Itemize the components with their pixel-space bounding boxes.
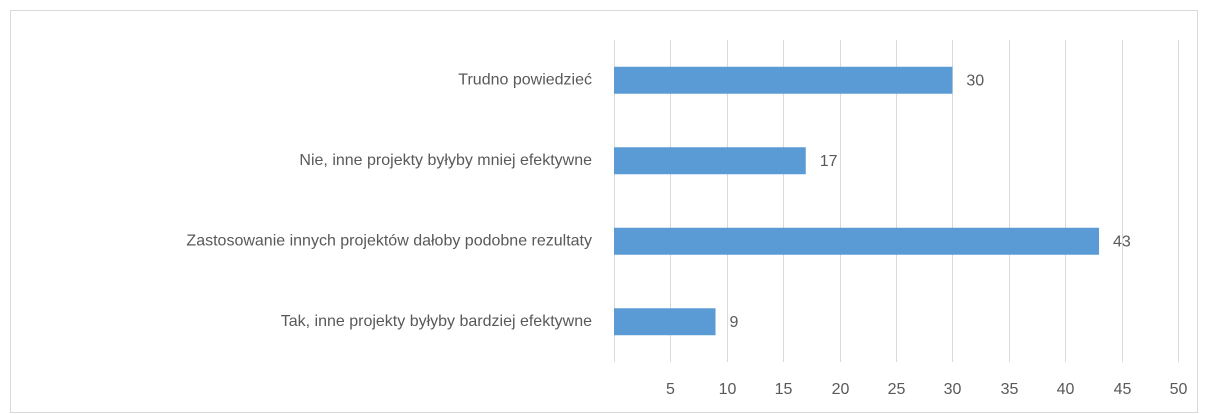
- bar: [614, 308, 716, 336]
- x-tick-label: 10: [719, 381, 737, 398]
- x-tick-label: 45: [1114, 381, 1132, 398]
- x-tick-label: 50: [1170, 381, 1188, 398]
- x-tick-label: 15: [775, 381, 793, 398]
- bar: [614, 66, 953, 94]
- x-tick-label: 25: [888, 381, 906, 398]
- bar: [614, 147, 806, 175]
- y-tick-label: Tak, inne projekty byłyby bardziej efekt…: [281, 313, 592, 330]
- data-label: 43: [1113, 233, 1131, 250]
- x-tick-label: 20: [832, 381, 850, 398]
- y-tick-label: Trudno powiedzieć: [458, 71, 592, 88]
- x-tick-label: 30: [944, 381, 962, 398]
- chart-border: [10, 10, 1198, 413]
- data-label: 17: [820, 153, 838, 170]
- x-tick-label: 35: [1001, 381, 1019, 398]
- y-tick-label: Nie, inne projekty byłyby mniej efektywn…: [299, 152, 592, 169]
- x-tick-label: 40: [1057, 381, 1075, 398]
- bar: [614, 227, 1100, 255]
- x-tick-label: 5: [666, 381, 675, 398]
- data-label: 9: [730, 314, 739, 331]
- y-tick-label: Zastosowanie innych projektów dałoby pod…: [186, 232, 592, 249]
- data-label: 30: [966, 72, 984, 89]
